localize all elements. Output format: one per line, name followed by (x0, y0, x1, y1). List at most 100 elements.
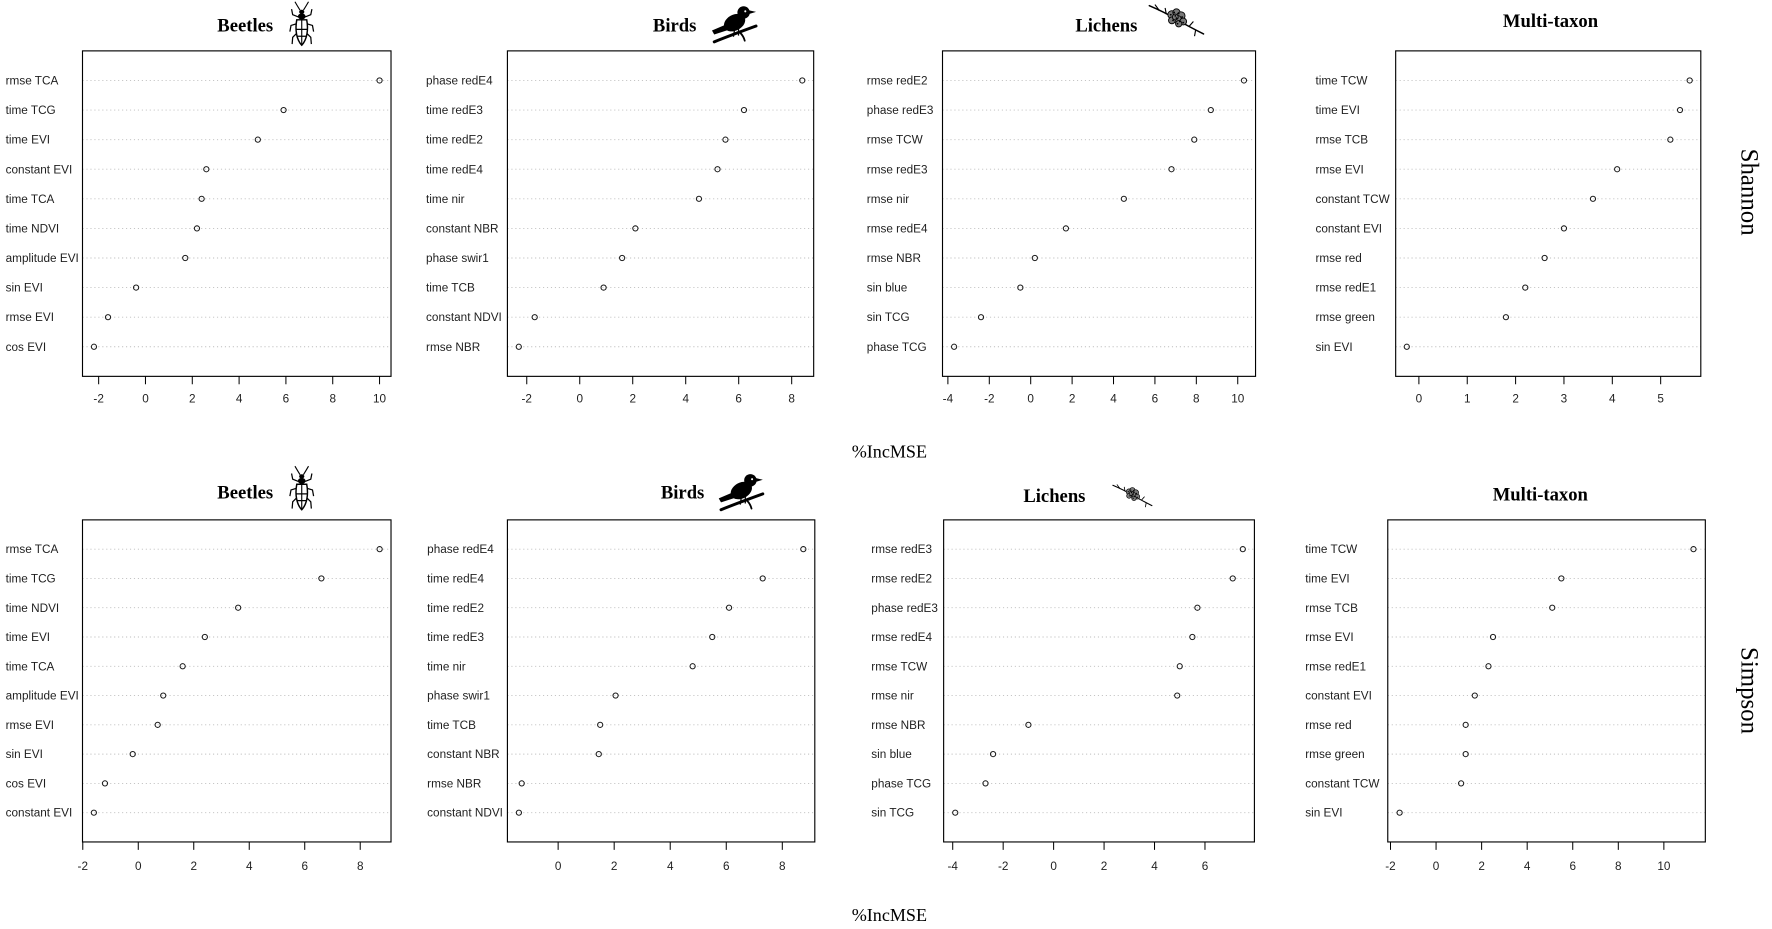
category-label: rmse redE4 (871, 631, 932, 644)
beetle-leg (289, 473, 315, 509)
x-tick-label: 10 (1657, 860, 1671, 873)
x-tick-label: -2 (93, 392, 103, 405)
data-point (1502, 314, 1510, 321)
category-label: amplitude EVI (6, 690, 79, 703)
bird-beak (748, 10, 757, 15)
plot-frame (943, 519, 1255, 843)
data-point (201, 633, 208, 641)
category-label: time nir (426, 193, 465, 206)
data-point (235, 604, 242, 611)
x-tick-label: 2 (189, 392, 196, 405)
data-point (1031, 254, 1038, 262)
lichen-speck (1136, 496, 1138, 499)
x-tick-label: 1 (1464, 392, 1471, 405)
bird-body (730, 481, 752, 500)
lichen-speck (1181, 16, 1183, 18)
category-label: time NDVI (6, 602, 60, 615)
category-label: rmse nir (871, 690, 914, 703)
x-tick-label: -2 (998, 860, 1008, 873)
data-point (619, 254, 626, 262)
x-tick-label: 6 (301, 860, 308, 873)
data-point (740, 106, 748, 114)
row-label-shannon: Shannon (1735, 149, 1762, 237)
category-label: rmse redE2 (871, 573, 932, 586)
category-label: phase redE3 (867, 104, 934, 117)
lichen-lobe (1129, 490, 1134, 496)
x-tick-label: 4 (246, 860, 253, 873)
data-point (1174, 692, 1181, 699)
category-label: rmse red (1315, 252, 1361, 265)
x-tick-label: 4 (1110, 392, 1117, 405)
data-point (1168, 166, 1175, 173)
x-tick-label: 0 (576, 392, 583, 405)
bird-eye (744, 10, 747, 13)
data-point (709, 633, 716, 641)
x-tick-label: -2 (1385, 860, 1395, 873)
lichen-speck (1127, 491, 1129, 493)
data-point (1489, 633, 1497, 641)
x-tick-label: -4 (947, 860, 958, 873)
beetle-antenna (294, 465, 310, 475)
data-point (597, 721, 604, 728)
panel-title: Multi-taxon (1493, 485, 1589, 506)
category-label: rmse nir (867, 193, 910, 206)
data-point (950, 343, 958, 350)
data-point (1541, 254, 1548, 262)
data-point (725, 604, 733, 611)
data-point (129, 751, 136, 758)
panel-simpson-multi-taxon: time TCW time EVI rmse TCB rmse EVI rmse red… (1305, 485, 1706, 873)
plot-frame (941, 50, 1257, 377)
category-label: phase redE4 (426, 75, 493, 88)
data-point (376, 546, 383, 553)
x-tick-label: 6 (723, 860, 730, 873)
x-tick-label: 0 (555, 860, 562, 873)
panel-title: Birds (653, 16, 696, 37)
category-label: time redE2 (426, 134, 483, 147)
x-tick-label: 2 (1101, 860, 1108, 873)
category-label: time EVI (6, 134, 50, 147)
panel-title: Lichens (1075, 16, 1137, 37)
plot-frame (81, 519, 392, 843)
bird-twig (746, 499, 753, 510)
data-point (1676, 106, 1684, 114)
category-label: time redE4 (427, 573, 484, 586)
category-label: rmse EVI (1315, 163, 1363, 176)
category-label: rmse redE3 (871, 543, 932, 556)
data-point (518, 780, 525, 787)
data-point (1589, 195, 1597, 202)
lichen-speck (1177, 12, 1180, 15)
data-point (182, 254, 189, 262)
x-tick-label: 5 (1657, 392, 1664, 405)
lichen-twig (1116, 484, 1147, 508)
lichen-speck (1130, 491, 1133, 494)
data-point (1207, 106, 1214, 114)
data-point (1062, 225, 1070, 232)
data-point (1462, 721, 1469, 728)
category-label: rmse EVI (6, 311, 54, 324)
x-tick-label: 4 (1609, 392, 1616, 405)
x-tick-label: 8 (329, 392, 336, 405)
data-point (1403, 343, 1410, 350)
data-point (1458, 780, 1465, 787)
lichen-speck (1134, 495, 1136, 498)
data-point (759, 575, 766, 582)
data-point (1239, 546, 1246, 553)
plot-frame (1387, 519, 1706, 843)
category-label: rmse TCW (871, 660, 928, 673)
data-point (531, 314, 538, 321)
category-label: time redE3 (426, 104, 483, 117)
category-label: time redE2 (427, 602, 484, 615)
bird-leg (732, 28, 740, 37)
category-label: constant EVI (6, 807, 73, 820)
category-label: phase swir1 (427, 690, 490, 703)
category-label: phase TCG (867, 341, 927, 354)
category-label: rmse NBR (871, 719, 925, 732)
category-label: rmse TCW (867, 134, 924, 147)
category-label: phase redE3 (871, 602, 938, 615)
category-label: cos EVI (6, 777, 47, 790)
beetle-antenna (294, 1, 310, 11)
category-label: constant NDVI (427, 807, 503, 820)
category-label: constant EVI (1305, 690, 1372, 703)
data-point (695, 195, 703, 202)
plot-frame (506, 50, 815, 377)
